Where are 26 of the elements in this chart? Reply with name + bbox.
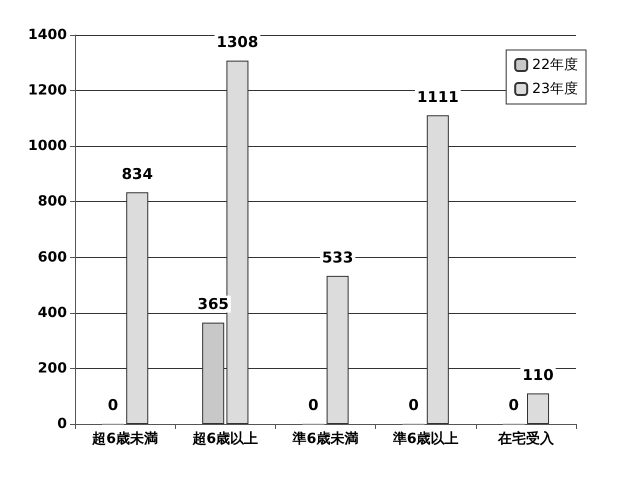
y-tick-label: 200: [38, 360, 68, 376]
data-label: 365: [198, 295, 229, 314]
legend-label: 22年度: [532, 57, 578, 73]
x-tick-label: 準6歳以上: [392, 431, 459, 447]
y-tick-label: 1200: [28, 82, 68, 99]
data-label: 1111: [416, 88, 459, 106]
y-tick-label: 800: [38, 194, 68, 210]
bar: [527, 393, 550, 424]
y-tick-label: 400: [38, 304, 68, 321]
data-label: 0: [408, 396, 419, 414]
y-tick-label: 1400: [28, 27, 68, 43]
data-label: 0: [108, 396, 118, 414]
data-label: 110: [522, 366, 554, 384]
x-tick-label: 準6歳未満: [292, 431, 358, 447]
y-tick-label: 600: [38, 249, 68, 266]
data-label: 834: [122, 164, 153, 183]
data-label: 0: [508, 396, 519, 414]
y-tick-label: 1000: [28, 138, 68, 154]
x-tick-label: 超6歳以上: [191, 431, 258, 447]
data-label: 1308: [216, 33, 258, 52]
data-label: 0: [308, 396, 319, 414]
data-label: 533: [322, 248, 354, 266]
x-tick-label: 超6歳未満: [91, 431, 158, 447]
y-tick-label: 0: [57, 416, 68, 432]
x-tick-label: 在宅受入: [496, 430, 555, 447]
legend-label: 23年度: [532, 81, 578, 97]
